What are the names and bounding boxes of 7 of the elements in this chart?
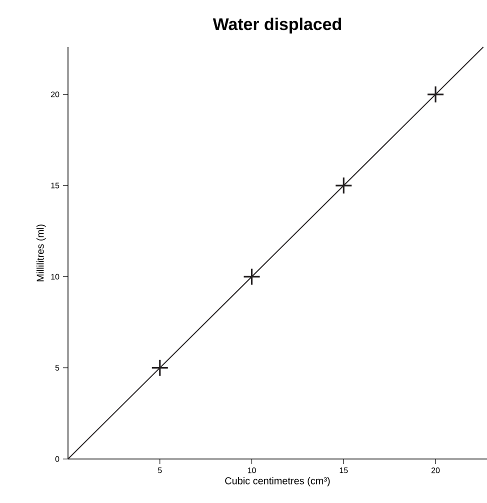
chart-title: Water displaced bbox=[212, 18, 342, 34]
point bbox=[151, 359, 169, 377]
x-axis-title: Cubic centimetres (cm³) bbox=[225, 477, 330, 486]
point bbox=[334, 176, 352, 194]
point bbox=[426, 86, 444, 104]
y-axis-title: Millilitres (ml) bbox=[36, 224, 46, 282]
point bbox=[242, 268, 261, 286]
